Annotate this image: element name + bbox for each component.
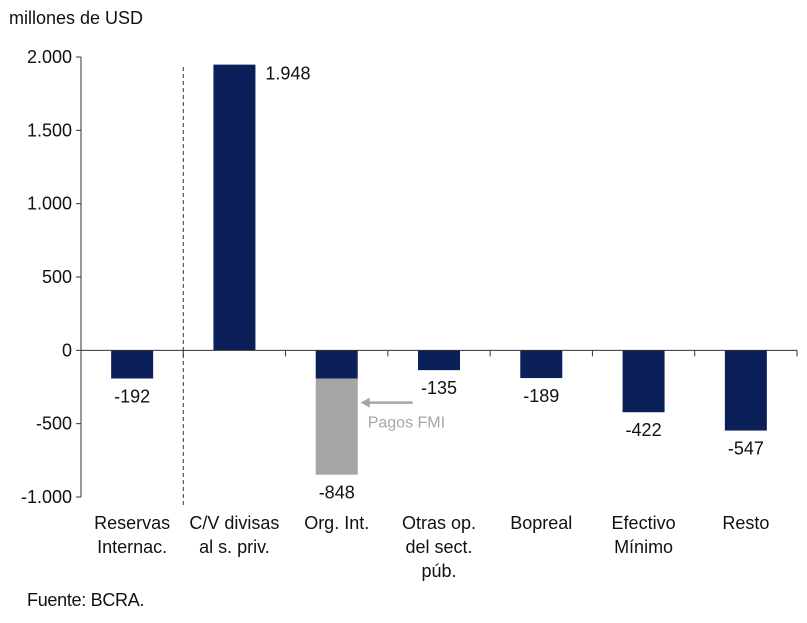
bar-segment-pagos-fmi <box>315 378 358 475</box>
value-label: -135 <box>421 378 457 398</box>
category-label: al s. priv. <box>199 537 270 557</box>
category-label: Otras op. <box>402 513 476 533</box>
value-label: 1.948 <box>265 64 310 84</box>
category-label: púb. <box>421 561 456 581</box>
value-label: -189 <box>523 386 559 406</box>
value-label: -547 <box>728 439 764 459</box>
y-tick-label: -1.000 <box>21 487 72 507</box>
category-label: Mínimo <box>614 537 673 557</box>
category-label: del sect. <box>405 537 472 557</box>
category-label: C/V divisas <box>189 513 279 533</box>
category-label: Bopreal <box>510 513 572 533</box>
category-label: Reservas <box>94 513 170 533</box>
y-axis-unit-label: millones de USD <box>9 8 144 28</box>
bar <box>724 350 767 431</box>
bar <box>213 64 256 351</box>
category-label: Org. Int. <box>304 513 369 533</box>
bar <box>418 350 460 371</box>
category-label: Efectivo <box>612 513 676 533</box>
category-label: Internac. <box>97 537 167 557</box>
bar-segment-org-int <box>315 350 358 379</box>
y-tick-label: 500 <box>42 267 72 287</box>
source-note: Fuente: BCRA. <box>27 590 145 610</box>
y-tick-label: -500 <box>36 414 72 434</box>
y-tick-label: 2.000 <box>27 47 72 67</box>
annotation-pagos-fmi: Pagos FMI <box>368 415 445 432</box>
y-tick-label: 1.000 <box>27 194 72 214</box>
category-label: Resto <box>722 513 769 533</box>
bar <box>520 350 563 379</box>
value-label: -422 <box>626 420 662 440</box>
bar <box>111 350 154 379</box>
y-tick-label: 0 <box>62 340 72 360</box>
y-tick-label: 1.500 <box>27 120 72 140</box>
bar <box>622 350 665 413</box>
value-label: -192 <box>114 386 150 406</box>
annotation-arrow-head <box>360 397 370 408</box>
value-label: -848 <box>319 483 355 503</box>
